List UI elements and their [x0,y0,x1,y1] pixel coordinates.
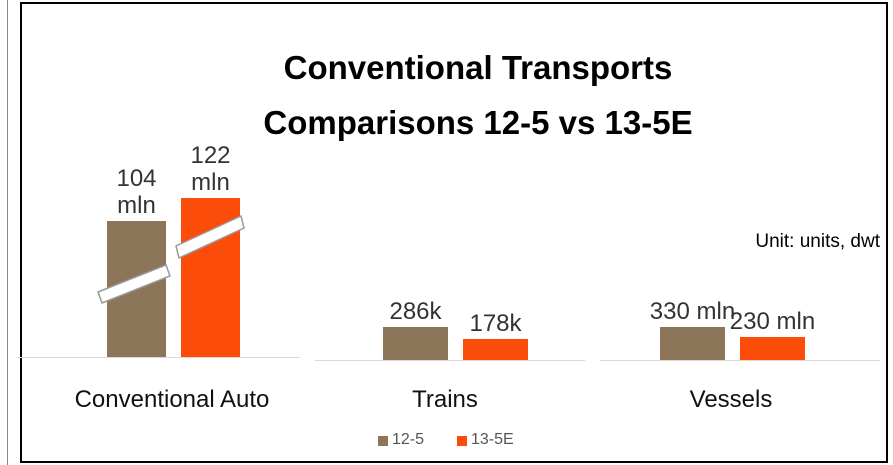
value-label: 330 mln [649,298,736,325]
x-tick-label: Trains [412,386,478,413]
value-label: 178k [469,310,522,338]
value-label: 104 mln [116,165,157,220]
x-tick-label: Vessels [689,386,773,413]
legend-label: 12-5 [392,431,425,448]
value-label: 286k [389,298,442,325]
frame [20,2,888,463]
edge-line [7,0,8,465]
bar [660,327,725,360]
axis-line [18,357,300,358]
axis-break [97,264,171,304]
bar [740,337,805,360]
bar [383,327,448,360]
axis-break [175,214,245,260]
legend-swatch [378,436,388,446]
x-tick-label: Conventional Auto [74,386,270,413]
value-label: 122 mln [190,142,231,196]
unit-note: Unit: units, dwt [755,231,880,252]
bar [463,339,528,360]
axis-line [315,360,585,361]
axis-line [600,360,880,361]
legend-swatch [457,436,467,446]
legend-label: 13-5E [471,431,514,448]
chart-title: Conventional Transports Comparisons 12-5… [263,49,693,141]
value-label: 230 mln [729,308,816,335]
